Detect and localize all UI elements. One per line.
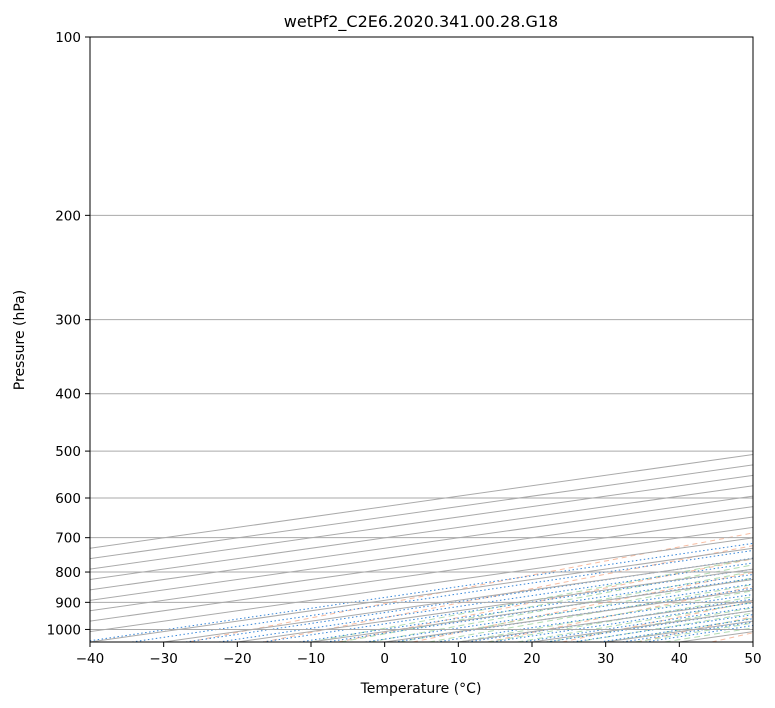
mixing-ratio-line <box>185 557 753 642</box>
mixing-ratio-line <box>90 542 753 642</box>
y-tick-label: 400 <box>55 387 81 403</box>
plot-frame <box>89 36 754 643</box>
mixing-ratio-line <box>218 562 753 642</box>
moist-adiabat <box>369 570 753 642</box>
isotherm-line <box>90 464 753 560</box>
x-tick-label: 30 <box>597 651 614 667</box>
moist-adiabat <box>458 590 753 642</box>
x-axis-label: Temperature (°C) <box>360 681 482 697</box>
x-tick-label: −40 <box>76 651 105 667</box>
y-tick-label: 800 <box>55 565 81 581</box>
y-tick-label: 500 <box>55 444 81 460</box>
isotherm-line <box>90 506 753 601</box>
y-tick-label: 700 <box>55 531 81 547</box>
isotherm-line <box>90 474 753 570</box>
moist-adiabat <box>428 583 753 642</box>
mixing-ratio-line <box>522 606 753 642</box>
x-tick-label: −30 <box>149 651 178 667</box>
y-axis-label: Pressure (hPa) <box>12 290 28 390</box>
dry-adiabat <box>188 532 753 642</box>
dry-adiabat <box>412 571 753 642</box>
x-tick-label: 50 <box>744 651 761 667</box>
x-tick-label: 0 <box>380 651 389 667</box>
y-tick-label: 600 <box>55 491 81 507</box>
isotherm-line <box>90 485 753 581</box>
isotherm-line <box>90 453 753 549</box>
y-tick-label: 900 <box>55 595 81 611</box>
isotherm-line <box>90 516 753 612</box>
moist-adiabat <box>340 564 753 642</box>
x-tick-label: 20 <box>523 651 540 667</box>
x-tick-label: 40 <box>671 651 688 667</box>
y-tick-label: 100 <box>55 30 81 46</box>
isotherm-line <box>90 537 753 633</box>
axis-ticks: −40 −30 −20 −10 0 10 20 30 40 50 100 200 300 400 500 60… <box>47 30 762 667</box>
y-tick-label: 300 <box>55 313 81 329</box>
isotherm-line <box>90 526 753 622</box>
mixing-ratio-line <box>262 568 753 642</box>
x-tick-label: −20 <box>223 651 252 667</box>
x-tick-label: 10 <box>450 651 467 667</box>
mixing-ratio-line <box>572 614 753 642</box>
x-tick-label: −10 <box>297 651 326 667</box>
background-lines <box>90 37 753 642</box>
isotherm-line <box>90 495 753 591</box>
y-tick-label: 200 <box>55 208 81 224</box>
y-tick-label: 1000 <box>47 622 81 638</box>
mixing-ratio-line <box>131 549 753 642</box>
chart-title: wetPf2_C2E6.2020.341.00.28.G18 <box>284 12 558 32</box>
